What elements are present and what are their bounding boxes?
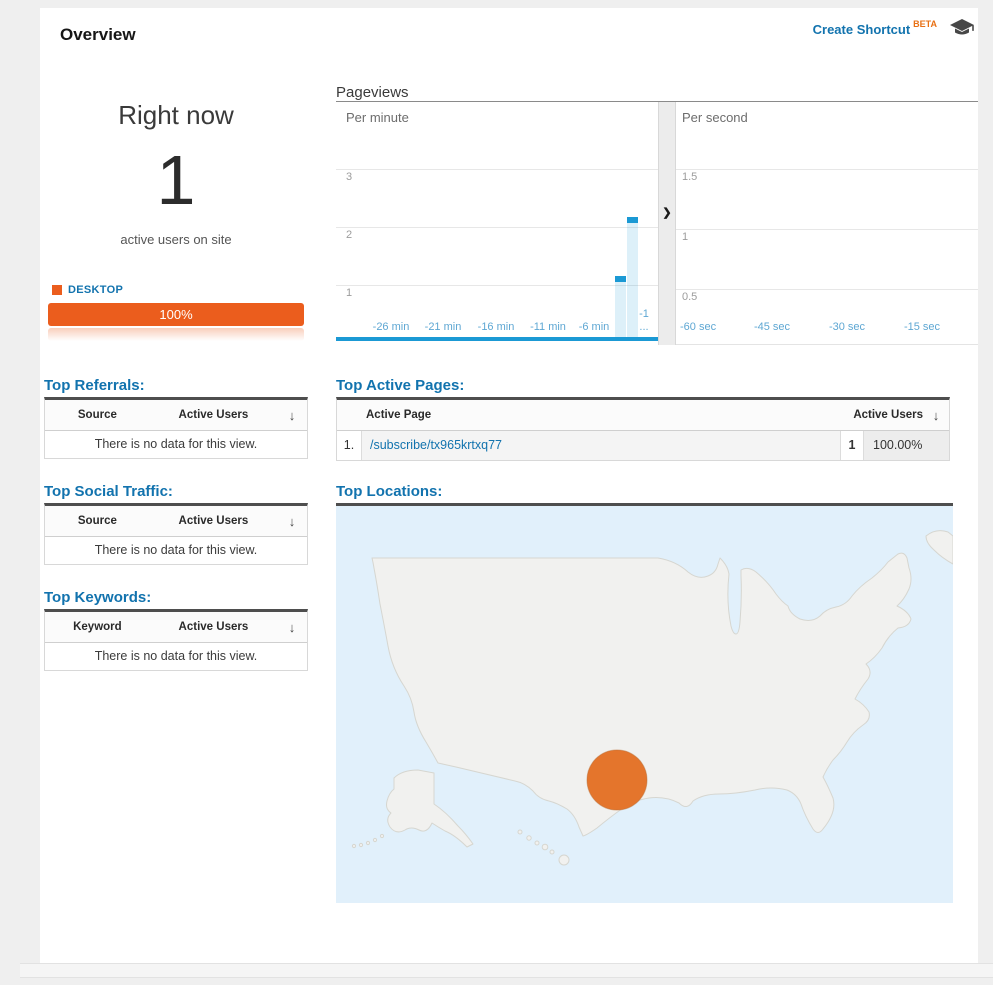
- x-tick: -30 sec: [828, 321, 866, 333]
- x-tick-wrapped: -1 ...: [639, 308, 649, 333]
- top-social-title: Top Social Traffic:: [44, 483, 173, 500]
- sort-desc-icon[interactable]: ↓: [288, 619, 296, 635]
- map-northeast-landmass: [925, 530, 953, 565]
- active-page-cell: /subscribe/tx965krtxq77: [362, 431, 840, 460]
- x-tick: -16 min: [477, 321, 515, 333]
- table-header: Source Active Users ↓: [45, 400, 307, 431]
- col-active-users: Active Users: [178, 621, 249, 633]
- pageviews-title: Pageviews: [336, 84, 409, 101]
- y-tick: 1.5: [682, 171, 698, 183]
- beta-badge: BETA: [913, 19, 937, 29]
- top-referrals-section: Top Referrals: Source Active Users ↓ The…: [44, 377, 308, 459]
- col-active-users: Active Users: [853, 409, 923, 421]
- x-tick: -45 sec: [753, 321, 791, 333]
- top-locations-title: Top Locations:: [336, 483, 443, 500]
- footer-strip: [20, 963, 993, 978]
- top-keywords-section: Top Keywords: Keyword Active Users ↓ The…: [44, 589, 308, 671]
- page-title: Overview: [60, 25, 136, 44]
- header-actions: Create Shortcut BETA: [812, 19, 975, 47]
- x-tick: -60 sec: [680, 321, 717, 333]
- x-tick: -11 min: [530, 321, 566, 333]
- map-hawaii: [517, 829, 570, 866]
- create-shortcut-link[interactable]: Create Shortcut: [812, 22, 911, 37]
- active-users-caption: active users on site: [120, 232, 232, 247]
- x-axis-baseline: [336, 337, 658, 341]
- sort-desc-icon[interactable]: ↓: [288, 513, 296, 529]
- bar-cap: [627, 217, 638, 223]
- x-tick: -15 sec: [903, 321, 941, 333]
- empty-row: There is no data for this view.: [45, 643, 307, 670]
- table-row: 1. /subscribe/tx965krtxq77 1 100.00%: [337, 431, 949, 460]
- per-second-label: Per second: [682, 110, 748, 125]
- graduation-cap-icon[interactable]: [949, 18, 975, 43]
- gridline: [336, 227, 658, 228]
- top-referrals-title: Top Referrals:: [44, 377, 145, 394]
- right-now-title: Right now: [118, 100, 234, 130]
- expand-chart-handle[interactable]: ❯: [658, 102, 676, 345]
- bar-minute-minus2[interactable]: [615, 282, 626, 340]
- x-tick: -21 min: [424, 321, 462, 333]
- y-tick: 3: [346, 171, 353, 183]
- active-users-cell: 1: [840, 431, 864, 460]
- map-aleutian-islands: [351, 833, 385, 849]
- section-divider: [336, 101, 978, 102]
- y-tick: 1: [346, 287, 353, 299]
- legend-swatch: [52, 285, 62, 295]
- right-now-panel: Right now 1 active users on site DESKTOP…: [44, 100, 308, 341]
- bar-reflection: [48, 328, 304, 341]
- y-tick: 0.5: [682, 291, 698, 303]
- per-minute-chart: Per minute 3 2 1 -26 min -21 min -16 min…: [336, 102, 658, 345]
- per-minute-label: Per minute: [346, 110, 409, 125]
- gridline: [676, 229, 978, 230]
- y-tick: 2: [346, 229, 353, 241]
- map-continental-us: [371, 552, 912, 837]
- location-marker[interactable]: [586, 749, 648, 811]
- gridline: [676, 289, 978, 290]
- y-tick: 1: [682, 231, 689, 243]
- col-active-page: Active Page: [366, 409, 432, 421]
- table-header: Active Page Active Users ↓: [337, 400, 949, 431]
- gridline: [336, 285, 658, 286]
- empty-row: There is no data for this view.: [45, 431, 307, 458]
- empty-row: There is no data for this view.: [45, 537, 307, 564]
- desktop-percent-bar[interactable]: 100%: [48, 303, 304, 326]
- top-active-pages-title: Top Active Pages:: [336, 377, 465, 394]
- pageviews-section: Pageviews Per minute 3 2 1 -26 min -21 m…: [336, 84, 978, 346]
- gridline: [336, 169, 658, 170]
- sort-desc-icon[interactable]: ↓: [932, 407, 940, 423]
- active-page-link[interactable]: /subscribe/tx965krtxq77: [370, 438, 503, 452]
- active-users-count: 1: [156, 141, 196, 219]
- device-legend: DESKTOP: [52, 284, 123, 296]
- col-source: Source: [77, 515, 117, 527]
- chevron-right-icon: ❯: [662, 207, 672, 219]
- sort-desc-icon[interactable]: ↓: [288, 407, 296, 423]
- top-keywords-table: Keyword Active Users ↓ There is no data …: [44, 609, 308, 671]
- col-active-users: Active Users: [178, 515, 249, 527]
- table-header: Keyword Active Users ↓: [45, 612, 307, 643]
- gridline: [676, 169, 978, 170]
- top-locations-section: Top Locations:: [336, 483, 953, 903]
- x-tick: -6 min: [578, 321, 610, 333]
- top-social-table: Source Active Users ↓ There is no data f…: [44, 503, 308, 565]
- table-header: Source Active Users ↓: [45, 506, 307, 537]
- map-alaska: [386, 769, 474, 848]
- x-tick: -26 min: [372, 321, 410, 333]
- us-map[interactable]: [336, 503, 953, 903]
- row-index: 1.: [337, 431, 362, 460]
- percent-cell: 100.00%: [864, 431, 949, 460]
- col-keyword: Keyword: [73, 621, 122, 633]
- col-source: Source: [77, 409, 117, 421]
- per-second-chart: Per second 1.5 1 0.5 -60 sec -45 sec -30…: [676, 102, 978, 345]
- top-active-pages-section: Top Active Pages: Active Page Active Use…: [336, 377, 950, 461]
- bar-cap: [615, 276, 626, 282]
- legend-label: DESKTOP: [68, 284, 124, 296]
- top-social-section: Top Social Traffic: Source Active Users …: [44, 483, 308, 565]
- bar-minute-minus1[interactable]: [627, 223, 638, 340]
- col-active-users: Active Users: [178, 409, 249, 421]
- top-referrals-table: Source Active Users ↓ There is no data f…: [44, 397, 308, 459]
- top-keywords-title: Top Keywords:: [44, 589, 152, 606]
- top-active-pages-table: Active Page Active Users ↓ 1. /subscribe…: [336, 397, 950, 461]
